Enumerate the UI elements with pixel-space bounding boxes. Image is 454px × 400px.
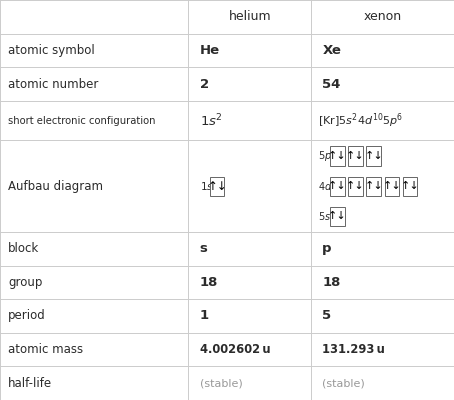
Text: (stable): (stable) [200,378,242,388]
Text: p: p [322,242,332,255]
Text: 131.293 u: 131.293 u [322,343,385,356]
Text: short electronic configuration: short electronic configuration [8,116,156,126]
Text: period: period [8,310,46,322]
Text: 5: 5 [322,310,331,322]
Text: 18: 18 [200,276,218,289]
Text: ↑↓: ↑↓ [346,181,365,191]
Text: group: group [8,276,43,289]
FancyBboxPatch shape [366,146,381,166]
Text: (stable): (stable) [322,378,365,388]
Text: ↑↓: ↑↓ [400,181,419,191]
Text: $1s$: $1s$ [200,180,213,192]
Text: 1: 1 [200,310,209,322]
Text: $1s^2$: $1s^2$ [200,112,222,129]
Text: Xe: Xe [322,44,341,57]
Text: half-life: half-life [8,377,52,390]
Text: atomic symbol: atomic symbol [8,44,95,57]
Text: ↑↓: ↑↓ [364,181,383,191]
Text: ↑↓: ↑↓ [328,151,347,161]
FancyBboxPatch shape [366,176,381,196]
Text: $5p$: $5p$ [318,149,332,163]
FancyBboxPatch shape [330,176,345,196]
Text: ↑↓: ↑↓ [207,180,227,193]
FancyBboxPatch shape [348,146,363,166]
Text: ↑↓: ↑↓ [328,211,347,221]
Text: ↑↓: ↑↓ [346,151,365,161]
FancyBboxPatch shape [348,176,363,196]
Text: ↑↓: ↑↓ [364,151,383,161]
Text: ↑↓: ↑↓ [328,181,347,191]
Text: $5s$: $5s$ [318,210,331,222]
FancyBboxPatch shape [330,146,345,166]
Text: 2: 2 [200,78,209,90]
Text: He: He [200,44,220,57]
Text: block: block [8,242,39,255]
Text: xenon: xenon [364,10,401,23]
FancyBboxPatch shape [330,207,345,226]
Text: Aufbau diagram: Aufbau diagram [8,180,103,193]
Text: atomic mass: atomic mass [8,343,83,356]
FancyBboxPatch shape [385,176,399,196]
Text: helium: helium [228,10,271,23]
Text: 54: 54 [322,78,340,90]
Text: 18: 18 [322,276,340,289]
Text: atomic number: atomic number [8,78,99,90]
Text: s: s [200,242,207,255]
Text: $4d$: $4d$ [318,180,333,192]
FancyBboxPatch shape [210,176,224,196]
Text: ↑↓: ↑↓ [382,181,401,191]
FancyBboxPatch shape [403,176,417,196]
Text: 4.002602 u: 4.002602 u [200,343,271,356]
Text: $[\mathrm{Kr}]5s^24d^{10}5p^6$: $[\mathrm{Kr}]5s^24d^{10}5p^6$ [318,111,403,130]
